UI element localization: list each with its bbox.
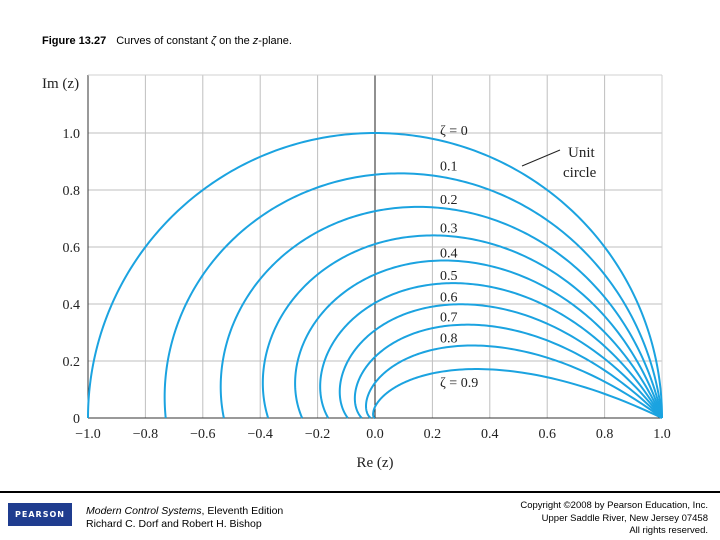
zeta-curve-label: 0.4 xyxy=(440,247,458,262)
zeta-curve-label: 0.1 xyxy=(440,159,458,174)
zeta-curve xyxy=(219,205,663,419)
zeta-curve-label: ζ = 0 xyxy=(440,124,468,139)
x-tick-label: 0.4 xyxy=(481,427,499,442)
figure-caption: Figure 13.27 Curves of constant ζ on the … xyxy=(42,35,292,47)
x-tick-label: −1.0 xyxy=(75,427,100,442)
book-authors: Richard C. Dorf and Robert H. Bishop xyxy=(86,518,262,530)
zeta-contour-chart: −1.0 −0.8 −0.6 −0.4 −0.2 0.0 0.2 0.4 0.6 0.8 1.0 0 0… xyxy=(42,74,671,471)
y-tick-label: 1.0 xyxy=(63,127,81,142)
zeta-curve-label: 0.7 xyxy=(440,311,458,326)
zeta-curve-label: ζ = 0.9 xyxy=(440,376,478,391)
x-tick-label: −0.4 xyxy=(247,427,272,442)
zeta-curve-label: 0.6 xyxy=(440,290,458,305)
x-tick-label: −0.2 xyxy=(305,427,330,442)
zeta-curve-label: 0.5 xyxy=(440,269,458,284)
unit-circle-label-line1: Unit xyxy=(568,145,596,161)
y-tick-label: 0.6 xyxy=(63,241,81,256)
x-tick-label: 0.2 xyxy=(424,427,442,442)
unit-circle-label-line2: circle xyxy=(563,165,597,181)
labels: −1.0 −0.8 −0.6 −0.4 −0.2 0.0 0.2 0.4 0.6 0.8 1.0 0 0… xyxy=(42,76,671,471)
x-tick-label: 0.6 xyxy=(538,427,556,442)
caption-zeta-symbol: ζ xyxy=(210,35,217,47)
zeta-curve xyxy=(338,303,663,419)
x-axis-label: Re (z) xyxy=(356,455,393,471)
copyright-block: Copyright ©2008 by Pearson Education, In… xyxy=(520,500,708,538)
caption-plane-symbol: z xyxy=(252,35,259,47)
book-edition: , Eleventh Edition xyxy=(201,505,284,517)
unit-circle-pointer xyxy=(521,149,561,167)
caption-text-2: on the xyxy=(216,35,253,47)
x-tick-label: 0.8 xyxy=(596,427,614,442)
curves xyxy=(87,131,663,419)
zeta-curve xyxy=(294,259,663,419)
book-title: Modern Control Systems xyxy=(86,505,202,517)
zeta-curve-label: 0.2 xyxy=(440,193,458,208)
zeta-curve xyxy=(163,172,663,419)
caption-text-3: -plane. xyxy=(258,35,292,47)
zeta-curve xyxy=(353,323,663,419)
zeta-curve xyxy=(87,131,663,419)
zeta-curve xyxy=(261,234,663,419)
figure-number: Figure 13.27 xyxy=(42,35,107,47)
y-axis-label: Im (z) xyxy=(42,76,79,92)
zeta-curve xyxy=(365,344,663,419)
copyright-line-3: All rights reserved. xyxy=(629,525,708,536)
zeta-curve xyxy=(319,282,663,419)
x-tick-label: −0.6 xyxy=(190,427,215,442)
copyright-line-2: Upper Saddle River, New Jersey 07458 xyxy=(541,512,708,524)
y-tick-label: 0.8 xyxy=(63,184,81,199)
zeta-curve-label: 0.3 xyxy=(440,221,458,236)
y-tick-label: 0 xyxy=(73,412,80,427)
footer-divider xyxy=(0,491,720,493)
x-tick-label: 0.0 xyxy=(366,427,384,442)
y-tick-label: 0.4 xyxy=(63,298,81,313)
axes xyxy=(87,74,663,419)
caption-text-1: Curves of constant xyxy=(116,35,211,47)
pearson-logo: PEARSON xyxy=(8,503,72,526)
y-tick-label: 0.2 xyxy=(63,355,81,370)
copyright-line-1: Copyright ©2008 by Pearson Education, In… xyxy=(520,500,708,511)
x-tick-label: 1.0 xyxy=(653,427,671,442)
book-credit: Modern Control Systems, Eleventh Edition… xyxy=(86,505,283,531)
x-tick-label: −0.8 xyxy=(133,427,158,442)
zeta-curve xyxy=(372,368,663,419)
zeta-curve-label: 0.8 xyxy=(440,331,458,346)
